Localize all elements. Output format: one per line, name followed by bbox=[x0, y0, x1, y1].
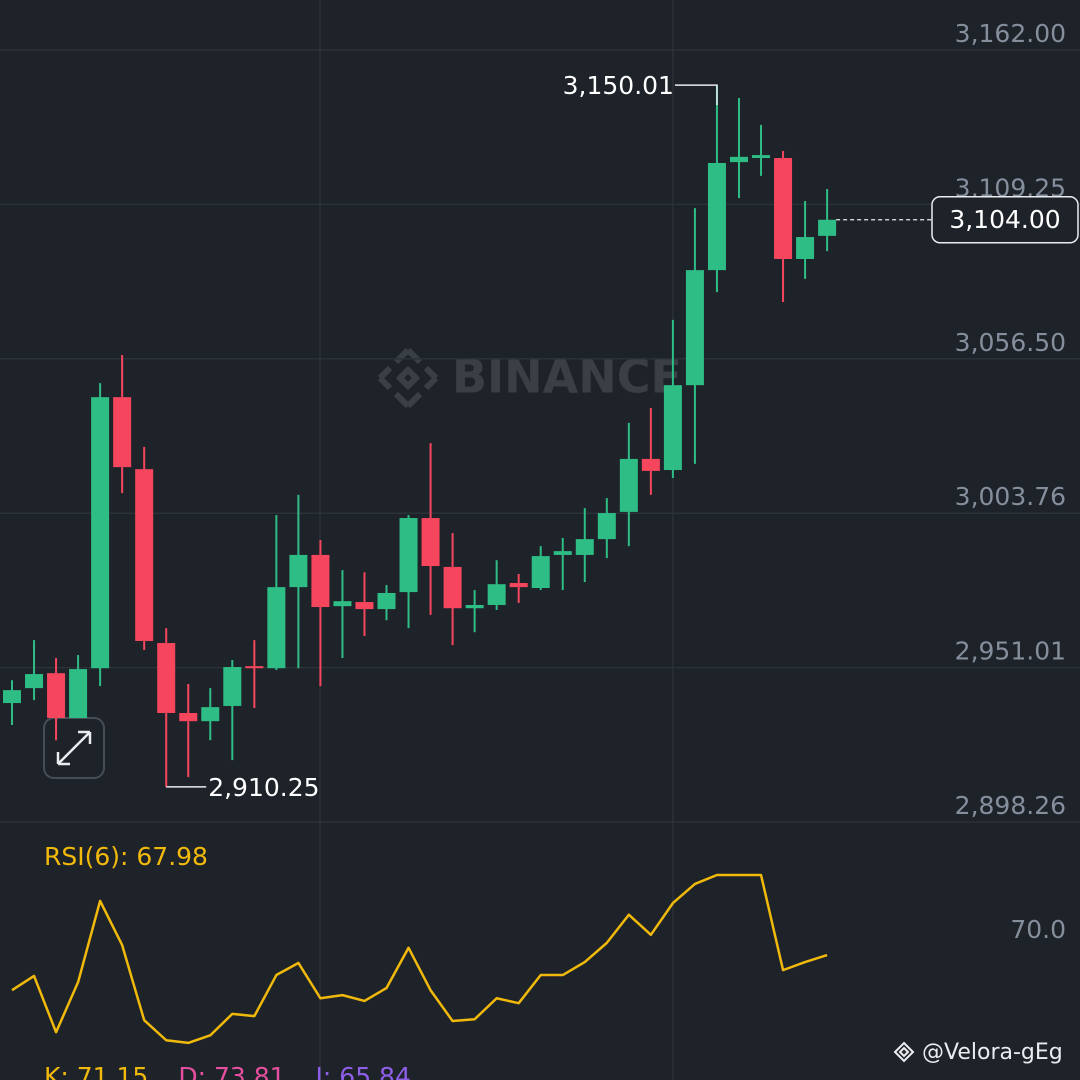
candle-body bbox=[377, 592, 396, 610]
credit-logo bbox=[893, 1041, 915, 1063]
candle-body bbox=[201, 707, 220, 722]
candle-body bbox=[619, 458, 638, 512]
candle-body bbox=[685, 270, 704, 386]
candle-body bbox=[818, 219, 837, 236]
credit-text: @Velora-gEg bbox=[922, 1040, 1063, 1065]
y-tick-label: 3,162.00 bbox=[955, 19, 1066, 48]
credit: @Velora-gEg bbox=[893, 1040, 1063, 1065]
candle-body bbox=[774, 158, 793, 259]
y-tick-label: 2,898.26 bbox=[955, 791, 1066, 820]
candle-body bbox=[3, 690, 21, 704]
candle-body bbox=[575, 539, 594, 555]
candle-body bbox=[245, 666, 264, 669]
candle-body bbox=[311, 554, 330, 608]
candle-body bbox=[421, 518, 440, 567]
candle-body bbox=[25, 674, 44, 689]
indicator-label: D: 73.81 bbox=[178, 1062, 285, 1080]
candle-body bbox=[267, 587, 286, 669]
candle-body bbox=[597, 513, 616, 540]
y-tick-label: 70.0 bbox=[1010, 915, 1066, 944]
candle-body bbox=[179, 712, 198, 722]
high-label: 3,150.01 bbox=[563, 71, 674, 100]
candle-body bbox=[399, 518, 418, 593]
candle-body bbox=[69, 669, 88, 718]
candle-body bbox=[157, 643, 176, 713]
candle-body bbox=[752, 155, 771, 159]
candle-body bbox=[531, 556, 550, 589]
indicator-label: K: 71.15 bbox=[44, 1062, 148, 1080]
candle-body bbox=[333, 601, 352, 607]
candle-body bbox=[443, 566, 462, 609]
rsi-title: RSI(6): 67.98 bbox=[44, 842, 208, 871]
candle-body bbox=[223, 667, 242, 706]
candle-body bbox=[47, 673, 66, 718]
candle-body bbox=[641, 458, 660, 471]
low-label: 2,910.25 bbox=[208, 773, 319, 802]
candle-body bbox=[465, 604, 484, 609]
rsi-line bbox=[11, 873, 828, 1045]
candle-body bbox=[289, 554, 308, 588]
candle-body bbox=[91, 397, 110, 669]
candle-body bbox=[796, 237, 815, 259]
high-marker bbox=[674, 84, 718, 106]
candle-body bbox=[553, 551, 572, 555]
expand-icon[interactable] bbox=[56, 730, 92, 766]
candle-body bbox=[729, 156, 748, 163]
indicator-label: J: 65.84 bbox=[314, 1062, 411, 1080]
candle-body bbox=[355, 602, 374, 610]
watermark-logo bbox=[377, 347, 439, 409]
y-tick-label: 2,951.01 bbox=[955, 637, 1066, 666]
candle-body bbox=[663, 385, 682, 471]
candle-body bbox=[135, 469, 154, 641]
candle-body bbox=[509, 583, 528, 588]
last-price-label: 3,104.00 bbox=[949, 205, 1060, 234]
candle-body bbox=[707, 162, 726, 271]
candle-body bbox=[487, 584, 506, 605]
y-tick-label: 3,003.76 bbox=[955, 482, 1066, 511]
watermark-text: BINANCE bbox=[452, 350, 682, 404]
last-price-box bbox=[931, 196, 1079, 244]
expand-button[interactable] bbox=[43, 717, 105, 779]
y-tick-label: 3,056.50 bbox=[955, 328, 1066, 357]
candle-body bbox=[113, 397, 132, 468]
